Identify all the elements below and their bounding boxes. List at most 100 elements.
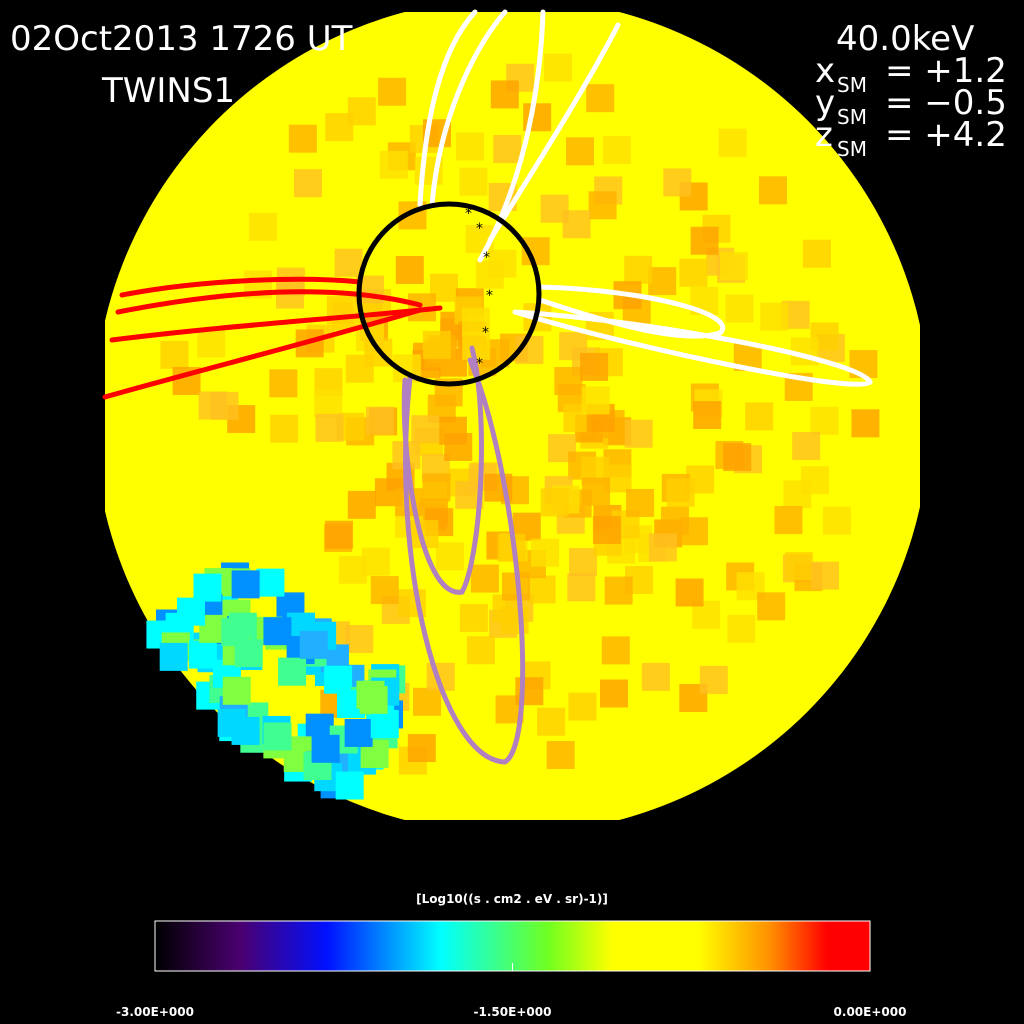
energy: 40.0keV <box>836 19 974 59</box>
cell <box>263 617 292 646</box>
colorbar-label: [Log10((s . cm2 . eV . sr)-1)] <box>416 892 608 906</box>
tick-label: -3.00E+000 <box>116 1005 194 1019</box>
colorbar <box>154 920 871 972</box>
cell <box>719 252 748 281</box>
cell <box>822 506 851 535</box>
cell <box>604 576 633 605</box>
cell <box>356 680 385 709</box>
cell <box>530 538 559 567</box>
cell <box>249 212 278 241</box>
cell <box>324 665 353 694</box>
coord-value: = +1.2 <box>885 51 1007 91</box>
cell <box>198 391 227 420</box>
cell <box>679 517 708 546</box>
cell <box>490 80 519 109</box>
cell <box>810 406 839 435</box>
svg-text:*: * <box>465 206 472 222</box>
cell <box>311 734 340 763</box>
cell <box>723 443 752 472</box>
cell <box>760 302 789 331</box>
cell <box>422 473 451 502</box>
svg-text:*: * <box>483 250 490 266</box>
cell <box>592 516 621 545</box>
cell <box>159 642 188 671</box>
cell <box>624 255 653 284</box>
cell <box>395 255 424 284</box>
cell <box>270 414 299 443</box>
cell <box>811 561 840 590</box>
cell <box>263 722 292 751</box>
cell <box>588 191 617 220</box>
cell <box>456 132 485 161</box>
coord-value: = +4.2 <box>885 115 1007 155</box>
cell <box>344 718 373 747</box>
cell <box>459 603 488 632</box>
cell <box>784 552 813 581</box>
cell <box>193 573 222 602</box>
cell <box>293 169 322 198</box>
coord-frame: SM <box>837 105 867 129</box>
cell <box>347 490 376 519</box>
cell <box>197 329 226 358</box>
cell <box>725 294 754 323</box>
cell <box>299 630 328 659</box>
cell <box>544 53 573 82</box>
cell <box>345 624 374 653</box>
cell <box>378 77 407 106</box>
cell <box>663 168 692 197</box>
cell <box>314 389 343 418</box>
cell <box>188 640 217 669</box>
cell <box>231 570 260 599</box>
cell <box>370 576 399 605</box>
cell <box>537 707 566 736</box>
cell <box>800 466 829 495</box>
cell <box>540 488 569 517</box>
tick-label: 0.00E+000 <box>834 1005 907 1019</box>
cell <box>581 386 610 415</box>
cell <box>379 150 408 179</box>
cell <box>413 687 442 716</box>
title: 02Oct2013 1726 UT <box>10 19 353 59</box>
cell <box>231 716 260 745</box>
cell <box>802 239 831 268</box>
svg-text:*: * <box>486 288 493 304</box>
spacecraft: TWINS1 <box>101 71 235 111</box>
cell <box>666 478 695 507</box>
cell <box>365 406 394 435</box>
svg-text:*: * <box>476 221 483 237</box>
cell <box>568 692 597 721</box>
cell <box>601 636 630 665</box>
cell <box>718 128 747 157</box>
cell <box>641 662 670 691</box>
cell <box>334 248 363 277</box>
cell <box>361 547 390 576</box>
cell <box>851 409 880 438</box>
cell <box>567 573 596 602</box>
cell <box>435 542 464 571</box>
field-lines <box>102 9 873 765</box>
cell <box>774 506 803 535</box>
tick-label: -1.50E+000 <box>474 1005 552 1019</box>
cell <box>679 258 708 287</box>
coord-frame: SM <box>837 137 867 161</box>
cell <box>566 137 595 166</box>
cell <box>347 97 376 126</box>
cell <box>325 520 354 549</box>
image-disc <box>105 12 920 820</box>
cell <box>580 352 609 381</box>
cell <box>675 578 704 607</box>
cell <box>727 614 756 643</box>
cell <box>335 771 364 800</box>
cell <box>757 592 786 621</box>
cell <box>438 416 467 445</box>
cell <box>745 402 774 431</box>
cell <box>160 340 189 369</box>
cell <box>459 167 488 196</box>
cell <box>256 568 285 597</box>
cell <box>407 734 436 763</box>
markers: *** *** <box>465 206 493 372</box>
cell <box>546 740 575 769</box>
coord-axis: y <box>815 83 835 123</box>
cell <box>315 413 344 442</box>
